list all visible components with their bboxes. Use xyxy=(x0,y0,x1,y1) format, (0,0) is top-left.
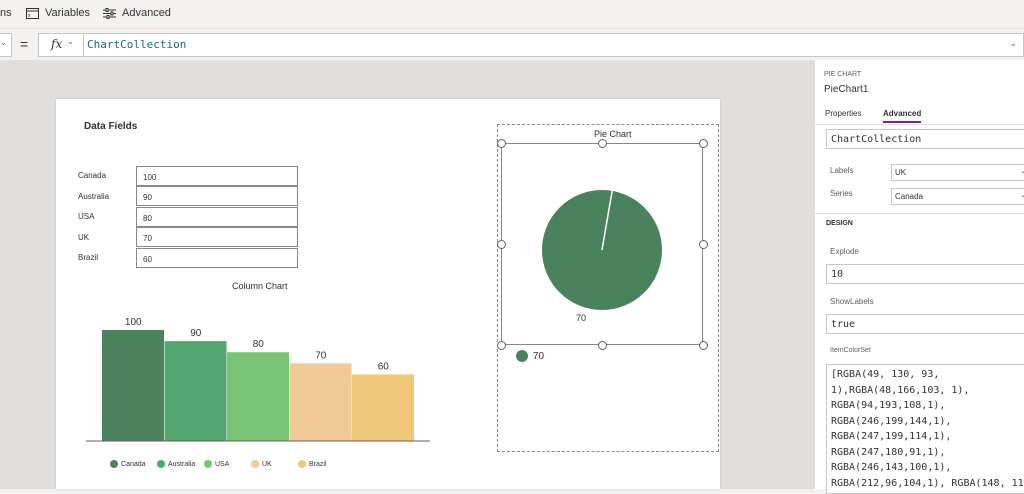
fx-divider xyxy=(83,34,84,56)
design-section-label: DESIGN xyxy=(826,220,853,227)
formula-bar: ⌄ = fx ⌄ ChartCollection ⌄ xyxy=(0,31,1024,59)
field-input[interactable]: 70 xyxy=(136,227,298,247)
equals-sign: = xyxy=(20,36,29,52)
pie-slice-separator xyxy=(601,190,613,251)
resize-handle-top[interactable] xyxy=(598,139,607,148)
resize-handle-bottom[interactable] xyxy=(598,341,607,350)
labels-value: UK xyxy=(895,168,907,177)
items-input[interactable]: ChartCollection xyxy=(826,129,1024,149)
chevron-down-icon: ⌄ xyxy=(1020,192,1024,199)
pie-chart-container[interactable] xyxy=(497,124,719,452)
pie-legend-swatch xyxy=(516,350,528,362)
field-input[interactable]: 80 xyxy=(136,207,298,227)
itemcolorset-input[interactable]: [RGBA(49, 130, 93, 1),RGBA(48,166,103, 1… xyxy=(826,364,1024,494)
control-type-label: PIE CHART xyxy=(824,71,862,78)
data-fields-title: Data Fields xyxy=(84,121,138,132)
legend-swatch xyxy=(110,460,118,468)
variables-button[interactable]: x Variables xyxy=(26,7,90,19)
labels-label: Labels xyxy=(830,166,854,175)
divider xyxy=(815,124,1024,125)
legend-item: Brazil xyxy=(298,460,327,468)
resize-handle-right[interactable] xyxy=(699,240,708,249)
field-label: USA xyxy=(78,212,95,221)
resize-handle-left[interactable] xyxy=(497,240,506,249)
expand-formula-icon[interactable]: ⌄ xyxy=(1009,38,1017,48)
legend-item: Canada xyxy=(110,460,146,468)
column-bar xyxy=(227,352,289,441)
pie-chart-title: Pie Chart xyxy=(594,129,632,139)
legend-swatch xyxy=(298,460,306,468)
series-value: Canada xyxy=(895,192,924,201)
property-dropdown[interactable]: ⌄ xyxy=(0,33,12,57)
explode-label: Explode xyxy=(830,247,859,256)
sliders-icon xyxy=(103,7,116,19)
control-name[interactable]: PieChart1 xyxy=(824,84,869,95)
column-data-label: 100 xyxy=(125,317,142,328)
formula-value[interactable]: ChartCollection xyxy=(87,38,187,51)
legend-swatch xyxy=(157,460,165,468)
field-input[interactable]: 90 xyxy=(136,186,298,206)
variables-icon: x xyxy=(26,7,39,19)
resize-handle-bottom-right[interactable] xyxy=(699,341,708,350)
field-input[interactable]: 100 xyxy=(136,166,298,186)
column-bar xyxy=(102,330,164,441)
showlabels-label: ShowLabels xyxy=(830,297,874,306)
chevron-down-icon: ⌄ xyxy=(0,38,7,47)
legend-label: Australia xyxy=(168,460,196,468)
fx-chevron-icon: ⌄ xyxy=(67,37,74,46)
resize-handle-top-right[interactable] xyxy=(699,139,708,148)
legend-swatch xyxy=(251,460,259,468)
column-data-label: 60 xyxy=(378,361,390,372)
field-input[interactable]: 60 xyxy=(136,248,298,268)
variables-label: Variables xyxy=(45,7,91,19)
legend-item: UK xyxy=(251,460,272,468)
column-bar xyxy=(289,363,352,441)
command-bar: ns x Variables Advanced xyxy=(0,0,1024,29)
advanced-button[interactable]: Advanced xyxy=(103,7,171,19)
resize-handle-top-left[interactable] xyxy=(497,139,506,148)
column-bar xyxy=(352,374,414,441)
column-data-label: 80 xyxy=(253,339,265,350)
legend-label: Canada xyxy=(121,460,146,468)
tab-properties[interactable]: Properties xyxy=(825,109,862,118)
divider xyxy=(815,213,1024,214)
pie-data-label: 70 xyxy=(576,313,587,323)
properties-panel: PIE CHART PieChart1 Properties Advanced … xyxy=(814,60,1024,494)
pie-legend-item: 70 xyxy=(516,350,544,362)
labels-select[interactable]: UK ⌄ xyxy=(891,164,1024,181)
tab-advanced[interactable]: Advanced xyxy=(883,109,922,118)
field-label: Australia xyxy=(78,192,110,201)
field-label: Brazil xyxy=(78,253,99,262)
legend-item: USA xyxy=(204,460,229,468)
explode-input[interactable]: 10 xyxy=(826,264,1024,284)
formula-input[interactable]: fx ⌄ ChartCollection ⌄ xyxy=(38,33,1024,57)
pie-chart[interactable] xyxy=(536,184,668,316)
itemcolorset-label: ItemColorSet xyxy=(830,347,871,354)
column-data-label: 70 xyxy=(315,350,327,361)
series-select[interactable]: Canada ⌄ xyxy=(891,188,1024,205)
legend-swatch xyxy=(204,460,212,468)
legend-item: Australia xyxy=(157,460,195,468)
command-partial-item[interactable]: ns xyxy=(0,7,12,19)
pie-legend-label: 70 xyxy=(533,350,545,362)
svg-text:x: x xyxy=(28,13,31,19)
resize-handle-bottom-left[interactable] xyxy=(497,341,506,350)
legend-label: USA xyxy=(215,460,230,468)
field-label: UK xyxy=(78,233,90,242)
column-bar xyxy=(164,341,227,441)
legend-label: Brazil xyxy=(309,460,327,468)
command-partial-label: ns xyxy=(0,7,12,19)
active-tab-indicator xyxy=(883,121,921,123)
legend-label: UK xyxy=(262,460,272,468)
column-chart[interactable]: 100 90 80 70 60 xyxy=(80,305,440,450)
fx-icon[interactable]: fx xyxy=(51,37,63,51)
advanced-label: Advanced xyxy=(122,7,171,19)
chevron-down-icon: ⌄ xyxy=(1020,168,1024,175)
series-label: Series xyxy=(830,189,853,198)
column-chart-title: Column Chart xyxy=(232,281,288,291)
column-data-label: 90 xyxy=(190,328,202,339)
showlabels-input[interactable]: true xyxy=(826,314,1024,334)
field-label: Canada xyxy=(78,171,107,180)
